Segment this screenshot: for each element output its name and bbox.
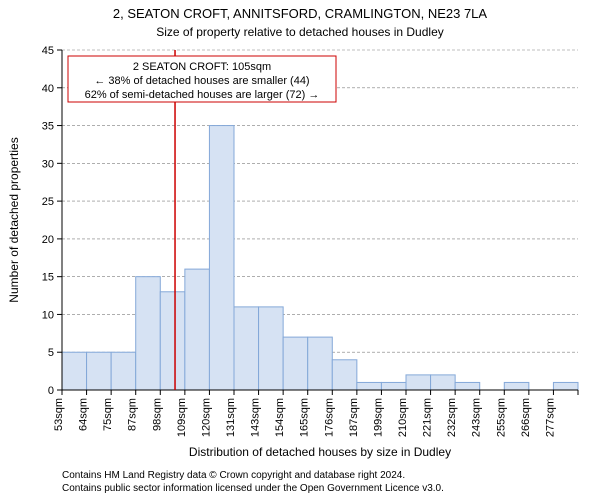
x-tick-label: 154sqm [274,398,286,437]
x-tick-label: 98sqm [151,398,163,431]
histogram-bar [332,360,357,390]
y-tick-label: 25 [42,196,54,208]
x-tick-label: 232sqm [446,398,458,437]
y-tick-label: 15 [42,272,54,284]
chart-subtitle: Size of property relative to detached ho… [156,25,444,39]
chart-title: 2, SEATON CROFT, ANNITSFORD, CRAMLINGTON… [113,6,488,21]
info-line-2: ← 38% of detached houses are smaller (44… [94,75,309,87]
y-tick-label: 30 [42,158,54,170]
y-tick-label: 0 [48,385,54,397]
footer-line-1: Contains HM Land Registry data © Crown c… [62,470,405,481]
info-line-1: 2 SEATON CROFT: 105sqm [133,61,271,73]
histogram-bar [431,375,456,390]
y-tick-label: 10 [42,309,54,321]
footer-line-2: Contains public sector information licen… [62,483,444,494]
histogram-bar [406,375,431,390]
x-tick-label: 165sqm [299,398,311,437]
x-tick-label: 53sqm [53,398,65,431]
histogram-bar [357,382,382,390]
x-tick-label: 120sqm [200,398,212,437]
histogram-bar [185,269,210,390]
y-tick-label: 45 [42,45,54,57]
x-tick-label: 221sqm [422,398,434,437]
histogram-bar [308,337,333,390]
histogram-bar [87,352,112,390]
histogram-chart: 2, SEATON CROFT, ANNITSFORD, CRAMLINGTON… [0,0,600,500]
histogram-bar [136,277,161,390]
x-tick-label: 199sqm [372,398,384,437]
histogram-bar [160,292,185,390]
x-tick-label: 210sqm [397,398,409,437]
histogram-bar [259,307,284,390]
histogram-bar [455,382,480,390]
x-tick-label: 243sqm [471,398,483,437]
chart-svg: 2, SEATON CROFT, ANNITSFORD, CRAMLINGTON… [0,0,600,500]
x-tick-label: 75sqm [102,398,114,431]
x-tick-label: 255sqm [495,398,507,437]
x-tick-label: 64sqm [78,398,90,431]
x-tick-label: 143sqm [250,398,262,437]
histogram-bar [283,337,308,390]
x-tick-label: 176sqm [323,398,335,437]
x-tick-label: 277sqm [544,398,556,437]
histogram-bar [234,307,259,390]
histogram-bar [553,382,578,390]
histogram-bar [62,352,87,390]
info-line-3: 62% of semi-detached houses are larger (… [85,89,320,101]
histogram-bar [381,382,406,390]
x-axis-label: Distribution of detached houses by size … [189,445,451,459]
histogram-bar [504,382,529,390]
x-tick-label: 131sqm [225,398,237,437]
y-axis-label: Number of detached properties [7,137,21,302]
x-tick-label: 187sqm [348,398,360,437]
histogram-bar [111,352,136,390]
y-tick-label: 35 [42,121,54,133]
y-tick-label: 20 [42,234,54,246]
histogram-bar [209,126,234,390]
x-tick-label: 87sqm [127,398,139,431]
y-tick-label: 5 [48,347,54,359]
x-tick-label: 109sqm [176,398,188,437]
x-tick-label: 266sqm [520,398,532,437]
y-tick-label: 40 [42,83,54,95]
